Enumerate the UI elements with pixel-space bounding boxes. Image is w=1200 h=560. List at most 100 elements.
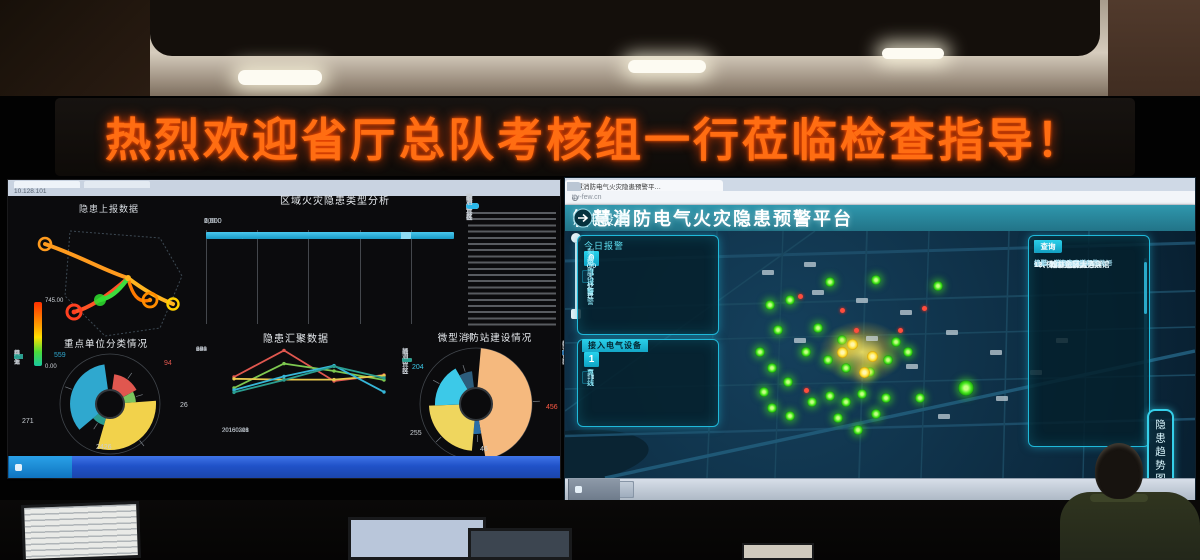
browser-tab[interactable] (84, 181, 150, 188)
hazard-dot-green[interactable] (759, 387, 769, 397)
browser-chrome: 10.128.101 (8, 180, 560, 196)
value-label: 255 (410, 430, 422, 437)
desk-monitor (468, 528, 572, 560)
hazard-dot-green[interactable] (813, 323, 823, 333)
gridline (308, 230, 310, 324)
browser-address-bar[interactable]: ← → ttv-few.cn ☆ (565, 191, 1195, 205)
zoom-knob[interactable] (571, 233, 581, 243)
hazard-dot-yellow[interactable] (866, 350, 878, 362)
hazard-dot-green[interactable] (825, 277, 835, 287)
browser-tab[interactable] (14, 181, 80, 188)
map-zoom-control[interactable] (569, 233, 583, 325)
hazard-dot-yellow[interactable] (858, 366, 870, 378)
map-road-label (804, 261, 816, 267)
bookmark-star-icon[interactable]: ☆ (572, 193, 580, 202)
person-head (1095, 443, 1143, 499)
hazard-dot-green[interactable] (807, 397, 817, 407)
bar-plot-area (206, 230, 462, 324)
person-body (1060, 492, 1200, 560)
ceiling-corner (0, 0, 150, 96)
gridline (359, 230, 361, 324)
hazard-dot-green[interactable] (785, 295, 795, 305)
city-hazard-map[interactable]: 今日报警 000000 电压报警共0/0未处理 电流报警共0/0未处理 剩余电流… (565, 231, 1195, 478)
monitor-screen (351, 520, 483, 557)
unit-directory-panel: 查询 地址：宿州市胜利西路72号 电话：15178203414 报警：1次 9、… (1028, 235, 1150, 447)
control-room-foreground (0, 500, 1200, 560)
hazard-dot-green[interactable] (767, 403, 777, 413)
hazard-dot-green[interactable] (765, 300, 775, 310)
hazard-dot-green[interactable] (883, 355, 893, 365)
go-arrow-button[interactable] (573, 208, 593, 228)
address-bar[interactable]: 10.128.101 (14, 188, 47, 195)
legend-swatch (14, 354, 23, 359)
gridline (410, 230, 412, 324)
panel-title: 接入电气设备 (582, 339, 648, 352)
system-tray[interactable] (568, 478, 620, 501)
scrollbar-thumb[interactable] (1144, 262, 1147, 314)
hazard-dot-green[interactable] (891, 337, 901, 347)
map-road-label (946, 329, 958, 335)
map-road-label (900, 309, 912, 315)
url-text[interactable]: ttv-few.cn (572, 194, 602, 201)
device-row[interactable]: 离线 10 (582, 370, 594, 387)
new-tab-button[interactable] (567, 182, 581, 191)
refresh-icon[interactable] (572, 194, 578, 201)
led-banner-text: 热烈欢迎省厅总队考核组一行莅临检查指导！ (105, 115, 1085, 166)
hazard-dot-green[interactable] (837, 335, 847, 345)
value-label: 2426 (96, 444, 112, 451)
map-marker-red (853, 327, 859, 333)
hazard-dot-green[interactable] (825, 391, 835, 401)
hazard-dot-green[interactable] (841, 397, 851, 407)
hazard-dot-green[interactable] (865, 367, 875, 377)
hazard-dot-green[interactable] (833, 413, 843, 423)
upload-map-title: 隐患上报数据 (78, 204, 139, 214)
desk-monitor (348, 517, 486, 560)
hazard-dot-yellow[interactable] (836, 346, 848, 358)
hazard-trend-tab[interactable]: 隐患趋势图 (1147, 409, 1174, 478)
legend-max: 745.00 (45, 298, 64, 304)
bar[interactable] (300, 232, 370, 239)
hazard-dot-green[interactable] (853, 425, 863, 435)
search-button[interactable]: 查询 (1034, 240, 1062, 253)
hazard-dot-green[interactable] (785, 411, 795, 421)
line-plot-area (232, 348, 386, 395)
ceiling-light (628, 60, 706, 73)
browser-tab-platform[interactable]: 智慧消防电气火灾隐患预警平… (565, 180, 723, 191)
hazard-dot-green[interactable] (801, 347, 811, 357)
hazard-dot-green[interactable] (881, 393, 891, 403)
hazard-dot-green[interactable] (871, 275, 881, 285)
legend-swatch (466, 203, 479, 209)
hazard-dot-green[interactable] (823, 355, 833, 365)
hazard-dot-yellow[interactable] (846, 338, 858, 350)
hazard-dot-green[interactable] (903, 347, 913, 357)
gradient-bar (34, 302, 42, 366)
hazard-dot-green[interactable] (773, 325, 783, 335)
led-banner: 热烈欢迎省厅总队考核组一行莅临检查指导！ (55, 98, 1135, 176)
map-road-label (996, 395, 1008, 401)
gridline (206, 230, 207, 324)
tray-icon[interactable] (15, 463, 22, 471)
chart-title: 重点单位分类情况 (63, 339, 148, 350)
hazard-dot-green[interactable] (915, 393, 925, 403)
map-marker-red (797, 293, 803, 299)
hazard-dot-green[interactable] (767, 363, 777, 373)
map-road-label (794, 337, 806, 343)
ceiling-light (882, 48, 944, 59)
panel-title: 今日报警 (584, 241, 625, 251)
hazard-dot-green[interactable] (871, 409, 881, 419)
hazard-dot-green[interactable] (958, 380, 974, 396)
hazard-dot-green[interactable] (841, 363, 851, 373)
zoom-button[interactable] (571, 309, 581, 319)
hazard-dot-green[interactable] (933, 281, 943, 291)
hazard-dot-green[interactable] (857, 389, 867, 399)
map-marker-red (839, 307, 845, 313)
hazard-dot-green[interactable] (783, 377, 793, 387)
tray-icon[interactable] (575, 486, 582, 493)
scrollbar[interactable] (1144, 258, 1147, 440)
hazard-dot-green[interactable] (755, 347, 765, 357)
chart-title: 微型消防站建设情况 (437, 333, 533, 344)
system-tray[interactable] (8, 456, 72, 478)
value-label: 271 (22, 418, 34, 425)
alarm-row[interactable]: 温度报警 共0/0未处理 (582, 256, 596, 300)
map-marker-red (921, 305, 927, 311)
